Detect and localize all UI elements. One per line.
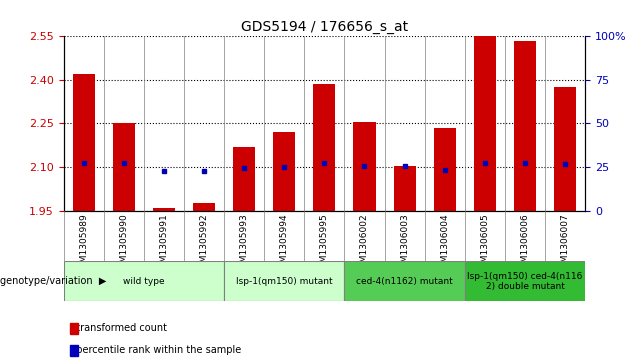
Bar	[474, 36, 496, 211]
Bar	[394, 166, 416, 211]
Bar	[73, 74, 95, 211]
Bar	[314, 84, 335, 211]
Bar	[153, 208, 175, 211]
Text: GSM1306006: GSM1306006	[520, 213, 529, 274]
Bar	[434, 128, 456, 211]
Text: genotype/variation  ▶: genotype/variation ▶	[0, 276, 106, 286]
Text: lsp-1(qm150) mutant: lsp-1(qm150) mutant	[236, 277, 333, 286]
Text: GSM1305990: GSM1305990	[120, 213, 128, 274]
FancyBboxPatch shape	[465, 261, 585, 301]
Text: GSM1305994: GSM1305994	[280, 213, 289, 274]
FancyBboxPatch shape	[64, 261, 224, 301]
Text: GSM1305995: GSM1305995	[320, 213, 329, 274]
Bar	[113, 123, 135, 211]
Text: wild type: wild type	[123, 277, 165, 286]
Text: GSM1306002: GSM1306002	[360, 213, 369, 274]
Bar	[273, 132, 295, 211]
Bar	[233, 147, 255, 211]
Title: GDS5194 / 176656_s_at: GDS5194 / 176656_s_at	[241, 20, 408, 34]
Bar	[354, 122, 375, 211]
Text: percentile rank within the sample: percentile rank within the sample	[70, 345, 241, 355]
Bar	[193, 203, 215, 211]
Text: GSM1306004: GSM1306004	[440, 213, 449, 274]
Text: GSM1306007: GSM1306007	[560, 213, 570, 274]
FancyBboxPatch shape	[345, 261, 465, 301]
Text: GSM1305993: GSM1305993	[240, 213, 249, 274]
Text: GSM1305991: GSM1305991	[160, 213, 169, 274]
Text: transformed count: transformed count	[70, 323, 167, 333]
Text: GSM1306003: GSM1306003	[400, 213, 409, 274]
Text: ced-4(n1162) mutant: ced-4(n1162) mutant	[356, 277, 453, 286]
Text: lsp-1(qm150) ced-4(n116
2) double mutant: lsp-1(qm150) ced-4(n116 2) double mutant	[467, 272, 583, 291]
Bar	[514, 41, 536, 211]
Bar	[554, 87, 576, 211]
Text: GSM1305989: GSM1305989	[79, 213, 88, 274]
Text: GSM1306005: GSM1306005	[480, 213, 489, 274]
FancyBboxPatch shape	[224, 261, 345, 301]
Text: GSM1305992: GSM1305992	[200, 213, 209, 274]
